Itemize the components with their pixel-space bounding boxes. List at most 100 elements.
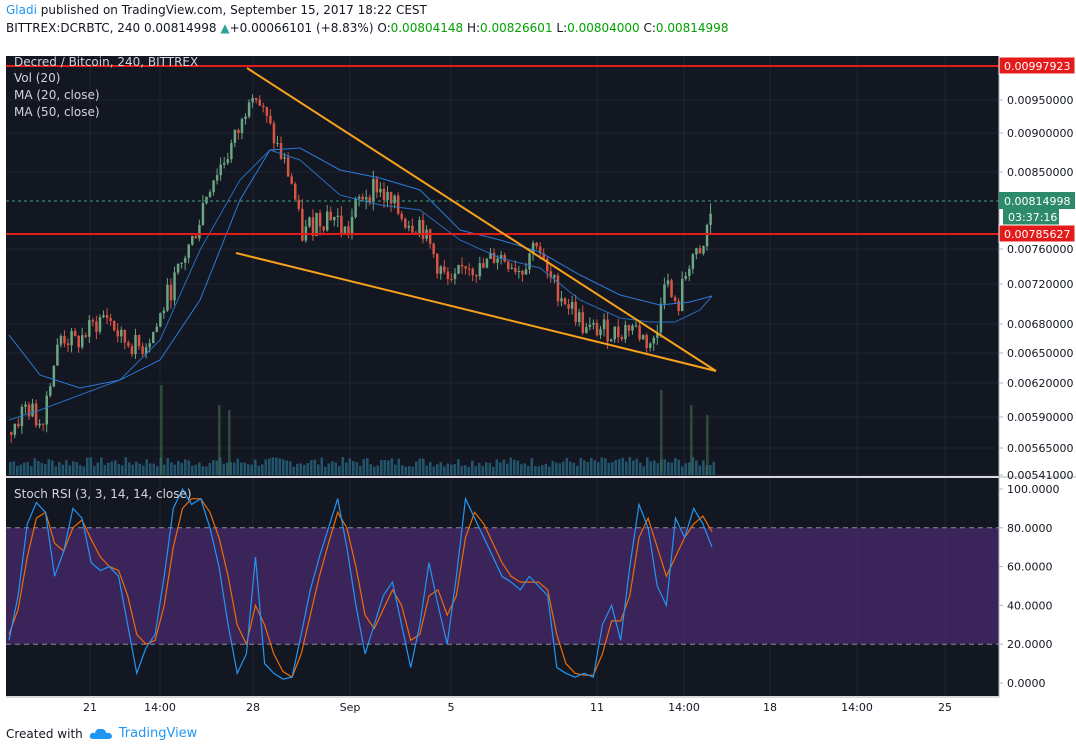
candle-body [77,336,80,348]
volume-bar [443,466,446,475]
candle-body [347,226,350,235]
volume-bar [649,461,653,475]
price-tick-label: 0.00850000 [1007,166,1073,179]
candle-body [556,275,560,302]
volume-bar [44,464,47,475]
volume-bar [345,462,348,475]
candle-body [599,329,602,336]
price-tick-label: 0.00541000 [1007,469,1073,482]
price-tick-label: 0.00950000 [1007,94,1073,107]
ma20-line [8,149,713,421]
volume-bar [352,461,355,475]
candle-body [59,335,63,345]
volume-bar [201,466,205,475]
candle-body [322,226,325,231]
volume-bar [527,466,530,475]
volume-bar [590,457,593,475]
volume-bar [670,462,674,475]
price-label-last [999,192,1075,209]
candle-body [198,224,201,239]
candle-body [592,322,595,325]
volume-bar [513,459,516,475]
volume-bar [222,463,226,475]
candle-body [499,254,503,259]
time-tick-label: 25 [938,701,952,714]
candle-body [680,278,684,312]
volume-bar [233,462,236,475]
candle-body [478,263,482,277]
tradingview-link[interactable]: TradingView [118,726,198,741]
volume-bar [191,465,194,475]
candle-body [191,235,194,245]
candle-body [95,321,98,332]
volume-bar [348,458,352,475]
volume-bar [79,465,82,475]
candle-body [45,395,48,425]
price-pane[interactable] [6,56,999,476]
volume-spike [228,410,231,475]
candle-body [436,253,439,274]
candle-body [70,330,73,346]
candle-body [262,105,265,108]
volume-bar [628,457,632,475]
low-label: L: [556,21,568,35]
volume-bar [551,460,555,475]
candle-body [155,326,159,333]
author-link[interactable]: Gladi [6,3,37,17]
volume-bar [667,461,670,475]
volume-bar [583,460,586,475]
volume-bar [572,462,576,475]
candle-body [560,298,563,302]
candle-body [638,325,641,340]
volume-bar [635,458,639,475]
volume-bar [600,457,604,475]
candle-body [528,253,531,270]
candle-body [368,197,372,203]
price-chart[interactable]: 21 14:00 28 Sep 5 11 14:00 18 14:00 25 0.00950000 0… [0,38,1076,724]
candle-body [393,195,396,204]
candle-body [187,244,190,258]
candle-body [166,284,169,311]
volume-bar [562,461,565,475]
volume-bar [250,464,254,475]
volume-legend: Vol (20) [14,71,60,85]
candle-body [698,248,702,254]
candle-body [350,216,354,235]
volume-bar [355,462,359,475]
candle-body [283,157,286,159]
volume-bar [9,462,12,475]
stoch-tick-label: 100.0000 [1007,483,1060,496]
candle-body [98,317,102,332]
candle-body [152,332,155,344]
candle-body [81,335,84,348]
volume-bar [166,458,170,475]
volume-bar [485,462,488,475]
volume-bar [702,460,705,475]
candle-body [450,279,453,281]
volume-bar [471,460,474,475]
volume-bar [187,460,191,475]
stoch-k-line [8,487,713,680]
volume-bar [397,458,401,475]
volume-bar [89,457,93,475]
candle-body [244,116,247,120]
footer: Created with TradingView [6,726,197,741]
candle-body [634,325,638,327]
candle-body [588,324,592,328]
candle-body [475,275,478,277]
volume-bar [324,466,327,475]
volume-spike [690,405,693,475]
candle-body [272,123,276,144]
volume-spike [218,405,221,475]
candle-body [663,284,666,304]
candle-body [421,220,425,239]
volume-bar [23,462,26,475]
volume-bar [156,466,159,475]
candle-body [517,270,521,272]
volume-bar [646,457,649,475]
stoch-tick-label: 80.0000 [1007,522,1053,535]
candle-body [279,143,283,159]
volume-bar [254,459,257,475]
volume-bar [373,466,376,475]
publish-line: Gladi published on TradingView.com, Sept… [6,3,427,17]
